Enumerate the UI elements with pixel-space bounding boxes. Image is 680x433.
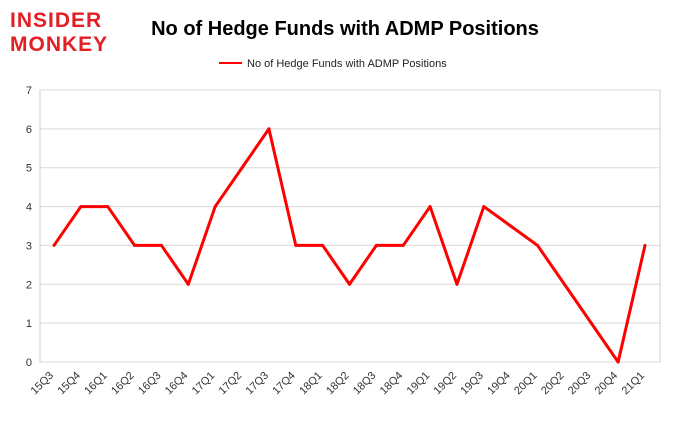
data-point-19Q1 xyxy=(428,205,432,209)
x-axis-ticks: 15Q3 15Q4 16Q1 16Q2 16Q3 16Q4 17Q1 17Q2 17Q3 17Q4… xyxy=(29,370,648,398)
x-tick-label: 19Q4 xyxy=(485,370,513,398)
data-point-17Q4 xyxy=(294,243,298,247)
y-tick-label: 4 xyxy=(26,202,32,214)
data-point-19Q2 xyxy=(455,282,459,286)
data-point-18Q4 xyxy=(401,243,405,247)
x-tick-label: 16Q1 xyxy=(82,370,110,398)
y-tick-label: 7 xyxy=(26,85,32,97)
x-tick-label: 19Q2 xyxy=(432,370,460,398)
x-tick-label: 19Q3 xyxy=(458,370,486,398)
x-tick-label: 16Q3 xyxy=(136,370,164,398)
data-point-21Q1 xyxy=(643,243,647,247)
legend: No of Hedge Funds with ADMP Positions xyxy=(219,58,447,70)
x-tick-label: 20Q1 xyxy=(512,370,540,398)
x-tick-label: 19Q1 xyxy=(405,370,433,398)
x-tick-label: 18Q2 xyxy=(324,370,352,398)
x-tick-label: 20Q4 xyxy=(593,370,621,398)
x-tick-label: 21Q1 xyxy=(620,370,648,398)
y-tick-label: 0 xyxy=(26,357,32,369)
data-point-17Q3 xyxy=(267,127,271,131)
logo-line-2: MONKEY xyxy=(10,33,108,56)
data-point-16Q3 xyxy=(159,243,163,247)
x-tick-label: 20Q3 xyxy=(566,370,594,398)
x-tick-label: 15Q3 xyxy=(29,370,57,398)
data-point-20Q2 xyxy=(562,282,566,286)
series-group xyxy=(52,127,647,364)
x-tick-label: 16Q4 xyxy=(163,370,191,398)
x-tick-label: 18Q1 xyxy=(297,370,325,398)
data-point-16Q1 xyxy=(106,205,110,209)
logo-line-1: INSIDER xyxy=(10,9,102,32)
legend-label: No of Hedge Funds with ADMP Positions xyxy=(247,58,447,70)
data-point-16Q2 xyxy=(133,243,137,247)
data-point-17Q1 xyxy=(213,205,217,209)
y-tick-label: 2 xyxy=(26,279,32,291)
x-tick-label: 20Q2 xyxy=(539,370,567,398)
y-tick-label: 6 xyxy=(26,124,32,136)
y-tick-label: 5 xyxy=(26,163,32,175)
data-point-19Q3 xyxy=(482,205,486,209)
data-point-15Q3 xyxy=(52,243,56,247)
x-tick-label: 17Q2 xyxy=(217,370,245,398)
x-tick-label: 17Q1 xyxy=(190,370,218,398)
y-axis-ticks: 0 1 2 3 4 5 6 7 xyxy=(26,85,32,369)
data-point-20Q4 xyxy=(616,360,620,364)
y-tick-label: 3 xyxy=(26,240,32,252)
y-tick-label: 1 xyxy=(26,318,32,330)
data-point-16Q4 xyxy=(186,282,190,286)
x-tick-label: 17Q3 xyxy=(244,370,272,398)
chart-title: No of Hedge Funds with ADMP Positions xyxy=(151,18,539,40)
x-tick-label: 16Q2 xyxy=(109,370,137,398)
data-point-19Q4 xyxy=(509,224,513,228)
data-point-17Q2 xyxy=(240,166,244,170)
x-tick-label: 18Q4 xyxy=(378,370,406,398)
plot-area-border xyxy=(39,89,661,363)
x-tick-label: 17Q4 xyxy=(270,370,298,398)
data-point-20Q1 xyxy=(536,243,540,247)
x-tick-label: 15Q4 xyxy=(55,370,83,398)
data-point-15Q4 xyxy=(79,205,83,209)
insider-monkey-logo: INSIDER MONKEY xyxy=(10,9,108,56)
data-point-20Q3 xyxy=(589,321,593,325)
data-point-18Q2 xyxy=(348,282,351,286)
data-point-18Q1 xyxy=(321,243,325,247)
grid-lines xyxy=(40,89,660,363)
data-point-18Q3 xyxy=(374,243,378,247)
x-tick-label: 18Q3 xyxy=(351,370,379,398)
